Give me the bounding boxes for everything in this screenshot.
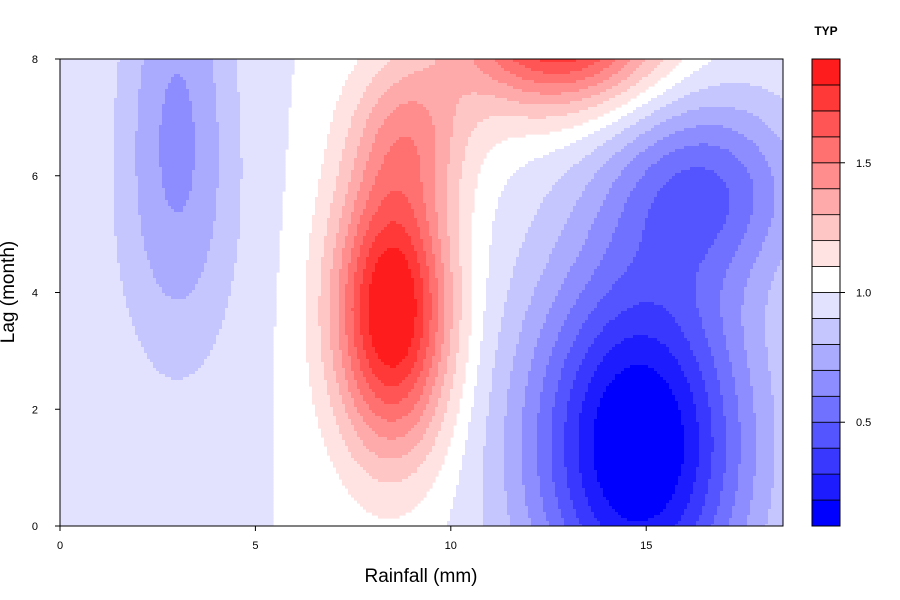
y-axis: 0 2 4 6 8 [32, 54, 60, 533]
legend-color-cell [811, 447, 841, 475]
legend-color-cell [811, 473, 841, 501]
legend-color-cell [811, 421, 841, 449]
legend-color-cell [811, 58, 841, 86]
legend-color-cell [811, 395, 841, 423]
contour-fill [60, 59, 783, 526]
legend-color-cell [811, 292, 841, 319]
x-tick-label: 10 [445, 540, 457, 552]
legend-color-cell [811, 136, 841, 164]
legend-color-cell [811, 343, 841, 371]
color-legend: TYP 0.5 1.0 1.5 [811, 24, 871, 527]
x-tick-label: 0 [57, 540, 63, 552]
x-tick-label: 5 [252, 540, 258, 552]
legend-color-cell [811, 240, 841, 267]
x-axis-label: Rainfall (mm) [365, 566, 478, 587]
x-axis: 0 5 10 15 [57, 526, 652, 552]
legend-color-cell [811, 318, 841, 345]
legend-tick-label: 0.5 [856, 417, 871, 429]
legend-color-cell [811, 162, 841, 190]
legend-color-cell [811, 369, 841, 397]
y-tick-label: 6 [32, 171, 38, 183]
y-tick-label: 2 [32, 404, 38, 416]
x-tick-label: 15 [640, 540, 652, 552]
legend-color-cell [811, 84, 841, 112]
legend-color-cell [811, 188, 841, 216]
legend-color-cell [811, 266, 841, 293]
legend-tick-label: 1.0 [856, 288, 871, 300]
y-tick-label: 4 [32, 288, 38, 300]
legend-color-cell [811, 214, 841, 242]
legend-color-cell [811, 499, 841, 527]
legend-title: TYP [814, 24, 837, 38]
legend-tick-label: 1.5 [856, 158, 871, 170]
y-tick-label: 0 [32, 521, 38, 533]
y-tick-label: 8 [32, 54, 38, 66]
y-axis-label: Lag (month) [0, 241, 19, 343]
legend-color-cell [811, 110, 841, 138]
